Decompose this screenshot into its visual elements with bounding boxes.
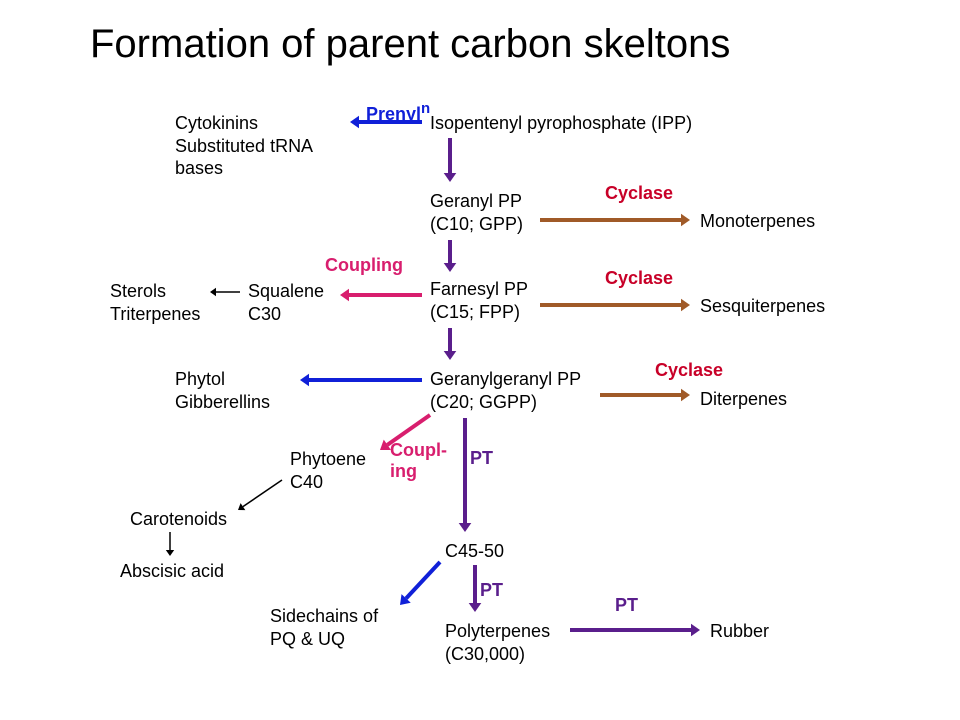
label-pt-3: PT <box>615 595 638 616</box>
node-polyterpenes: Polyterpenes (C30,000) <box>445 620 550 665</box>
node-cytokinins: Cytokinins Substituted tRNA bases <box>175 112 313 180</box>
arrow-poly-to-rubber <box>570 624 700 637</box>
node-carotenoids: Carotenoids <box>130 508 227 531</box>
arrow-carot-to-aba <box>166 532 174 556</box>
label-coupling: Coupling <box>325 255 403 276</box>
arrow-gpp-to-fpp <box>444 240 457 272</box>
label-pt-2: PT <box>480 580 503 601</box>
node-ggpp: Geranylgeranyl PP (C20; GGPP) <box>430 368 581 413</box>
node-diterpenes: Diterpenes <box>700 388 787 411</box>
node-fpp: Farnesyl PP (C15; FPP) <box>430 278 528 323</box>
arrow-phyto-to-carot <box>238 480 282 510</box>
node-gpp: Geranyl PP (C10; GPP) <box>430 190 523 235</box>
arrow-gpp-to-mono <box>540 214 690 227</box>
diagram-stage: { "title": { "text": "Formation of paren… <box>0 0 960 720</box>
arrow-ggpp-to-c45 <box>459 418 472 532</box>
arrow-c45-to-side <box>400 562 440 605</box>
arrow-fpp-to-sesq <box>540 299 690 312</box>
node-abscisic-acid: Abscisic acid <box>120 560 224 583</box>
node-ipp: Isopentenyl pyrophosphate (IPP) <box>430 112 692 135</box>
arrow-ipp-to-gpp <box>444 138 457 182</box>
arrows-layer <box>0 0 960 720</box>
label-cyclase-1: Cyclase <box>605 183 673 204</box>
label-pt-1: PT <box>470 448 493 469</box>
node-sidechains: Sidechains of PQ & UQ <box>270 605 378 650</box>
node-monoterpenes: Monoterpenes <box>700 210 815 233</box>
arrow-ggpp-to-phytol <box>300 374 422 387</box>
arrow-ggpp-to-dit <box>600 389 690 402</box>
arrow-squal-to-ster <box>210 288 240 296</box>
arrow-fpp-to-squal <box>340 289 422 302</box>
node-sesquiterpenes: Sesquiterpenes <box>700 295 825 318</box>
label-prenyl-text: Prenyl <box>366 104 421 124</box>
page-title: Formation of parent carbon skeltons <box>90 22 730 67</box>
label-cyclase-2: Cyclase <box>605 268 673 289</box>
label-coupling-2: Coupl- ing <box>390 440 447 482</box>
node-sterols: Sterols Triterpenes <box>110 280 200 325</box>
node-phytol: Phytol Gibberellins <box>175 368 270 413</box>
label-cyclase-3: Cyclase <box>655 360 723 381</box>
node-rubber: Rubber <box>710 620 769 643</box>
label-prenyl: Prenyln <box>366 100 430 125</box>
arrow-fpp-to-ggpp <box>444 328 457 360</box>
label-prenyl-sup: n <box>421 100 430 117</box>
node-phytoene: Phytoene C40 <box>290 448 366 493</box>
node-squalene: Squalene C30 <box>248 280 324 325</box>
node-c45-50: C45-50 <box>445 540 504 563</box>
